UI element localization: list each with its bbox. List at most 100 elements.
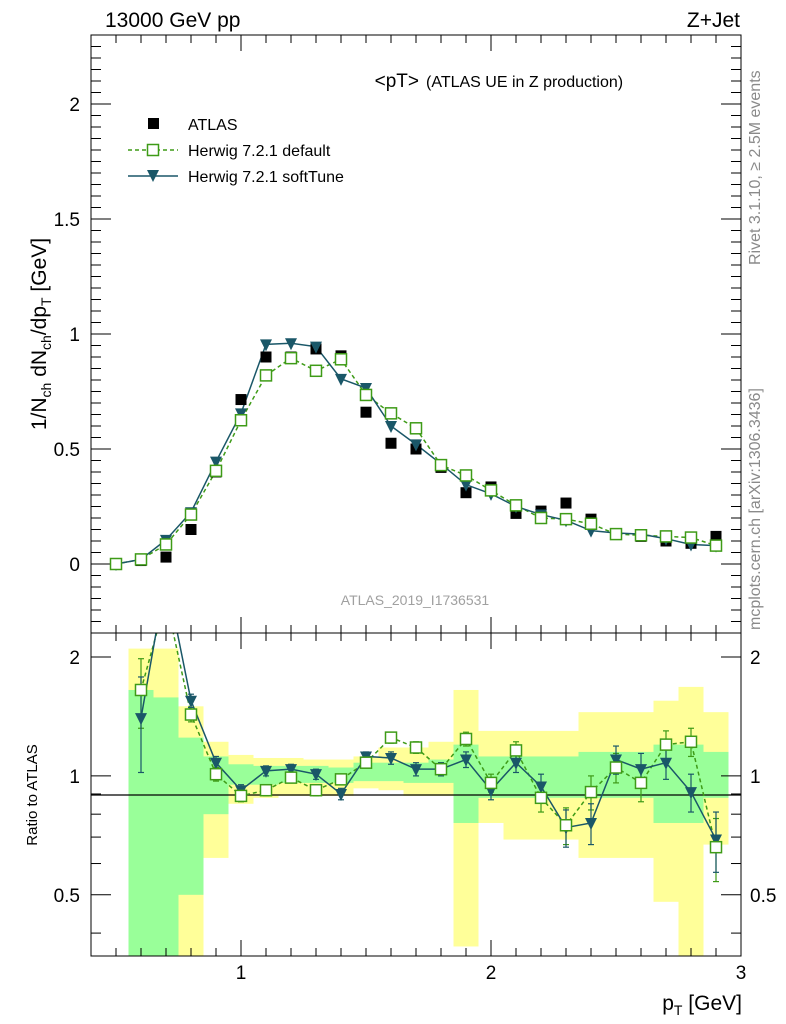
ratio-softtune-point: [210, 757, 222, 770]
default-point: [659, 530, 673, 543]
default-point: [234, 414, 248, 427]
ratio-default-point: [334, 773, 348, 786]
analysis-label: ATLAS_2019_I1736531: [341, 592, 490, 608]
default-point: [609, 527, 623, 541]
legend-default-label: Herwig 7.2.1 default: [188, 143, 331, 160]
default-point: [159, 538, 173, 551]
softtune-point: [410, 439, 422, 452]
default-point: [384, 407, 398, 420]
rivet-version-label: Rivet 3.1.10, ≥ 2.5M events: [747, 70, 764, 265]
softtune-point: [210, 456, 222, 469]
x-axis-title: pT [GeV]: [662, 992, 742, 1018]
default-point: [184, 508, 198, 521]
ratio-default-point: [234, 789, 248, 803]
ratio-softtune-point: [660, 757, 672, 770]
ratio-uncertainty-bands: [128, 648, 729, 956]
main-panel: 0 0.5 1 1.5 2 <pT> (ATLAS UE in Z production…: [28, 34, 742, 634]
default-point: [359, 388, 373, 402]
ratio-default-point: [284, 771, 298, 784]
ratio-softtune-point: [535, 781, 547, 794]
default-point: [259, 369, 273, 382]
ratio-default-point: [634, 776, 648, 790]
ratio-y-tick-label-right: 1: [750, 767, 761, 788]
default-point: [534, 511, 548, 525]
ratio-default-point: [209, 767, 223, 781]
atlas-point: [560, 497, 572, 509]
ratio-frame: [90, 632, 742, 957]
ratio-softtune-point: [710, 834, 722, 847]
ratio-softtune-point: [260, 765, 272, 778]
softtune-point: [310, 341, 322, 354]
atlas-point: [710, 530, 722, 542]
default-point: [109, 557, 123, 571]
atlas-point: [160, 551, 172, 563]
default-point: [209, 464, 223, 478]
ratio-softtune-point: [610, 754, 622, 767]
ratio-default-point: [434, 762, 448, 776]
main-series-markers: [109, 338, 723, 571]
ratio-default-point: [259, 783, 273, 797]
ratio-softtune-point: [285, 764, 297, 777]
ratio-panel: 1 2 3 0.5 0.5 1 1 2 2 Ratio to ATLAS pT [GeV]: [24, 632, 776, 1018]
ratio-default-point: [684, 735, 698, 749]
ratio-band-stat: [153, 697, 179, 956]
ratio-default-point: [534, 791, 548, 805]
ratio-y-axis-title: Ratio to ATLAS: [24, 744, 41, 845]
ratio-softtune-point: [585, 817, 597, 830]
default-point: [634, 529, 648, 542]
ratio-default-point: [384, 731, 398, 744]
header-process-label: Z+Jet: [687, 9, 740, 32]
x-tick-label: 3: [736, 963, 747, 984]
ratio-default-point: [359, 756, 373, 769]
atlas-point: [360, 406, 372, 418]
ratio-softtune-point: [135, 713, 147, 726]
ratio-default-point: [409, 741, 423, 754]
ratio-series-markers: [134, 658, 723, 883]
ratio-band-stat: [553, 756, 579, 798]
legend-atlas-marker: [148, 118, 159, 129]
ratio-y-tick-label-right: 2: [750, 648, 761, 669]
default-point: [684, 531, 698, 544]
chart-title-sub: (ATLAS UE in Z production): [426, 74, 623, 91]
main-y-tick-label: 2: [69, 95, 80, 116]
default-point: [484, 484, 498, 497]
default-point: [459, 469, 473, 482]
legend-atlas-label: ATLAS: [188, 117, 238, 134]
softtune-point: [285, 338, 297, 351]
ratio-default-point: [309, 783, 323, 797]
header-energy-label: 13000 GeV pp: [105, 9, 240, 32]
default-point: [284, 351, 298, 365]
softtune-point: [385, 421, 397, 433]
softtune-point: [260, 339, 272, 352]
main-y-tick-label: 0: [69, 555, 80, 576]
ratio-softtune-point: [510, 757, 522, 770]
default-point: [584, 517, 598, 530]
softtune-point: [335, 373, 347, 386]
default-point: [509, 499, 523, 512]
atlas-point: [260, 351, 272, 363]
atlas-point: [185, 524, 197, 535]
default-point: [309, 364, 323, 378]
ratio-default-point: [459, 732, 473, 746]
ratio-y-tick-label: 0.5: [54, 886, 80, 907]
legend-softtune-label: Herwig 7.2.1 softTune: [188, 169, 344, 186]
main-y-tick-label: 1.5: [54, 210, 80, 231]
ratio-softtune-point: [460, 754, 472, 767]
ratio-default-point: [184, 708, 198, 721]
legend-softtune-marker: [147, 170, 159, 182]
ratio-band-stat: [228, 764, 254, 785]
default-point: [559, 512, 573, 526]
main-y-axis-title: 1/Nch dNch/dpT [GeV]: [28, 238, 54, 430]
main-axis-ticks: 0 0.5 1 1.5 2: [54, 34, 742, 634]
legend: ATLAS Herwig 7.2.1 default Herwig 7.2.1 …: [128, 117, 344, 186]
atlas-point: [385, 437, 397, 449]
ratio-default-point: [709, 840, 723, 854]
ratio-y-tick-label: 2: [69, 648, 80, 669]
ratio-softtune-point: [335, 788, 347, 801]
ratio-y-tick-label: 1: [69, 767, 80, 788]
ratio-default-point: [609, 761, 623, 774]
chart-title-main: <pT>: [375, 71, 419, 92]
atlas-point: [460, 487, 472, 499]
softtune-point: [460, 479, 472, 492]
